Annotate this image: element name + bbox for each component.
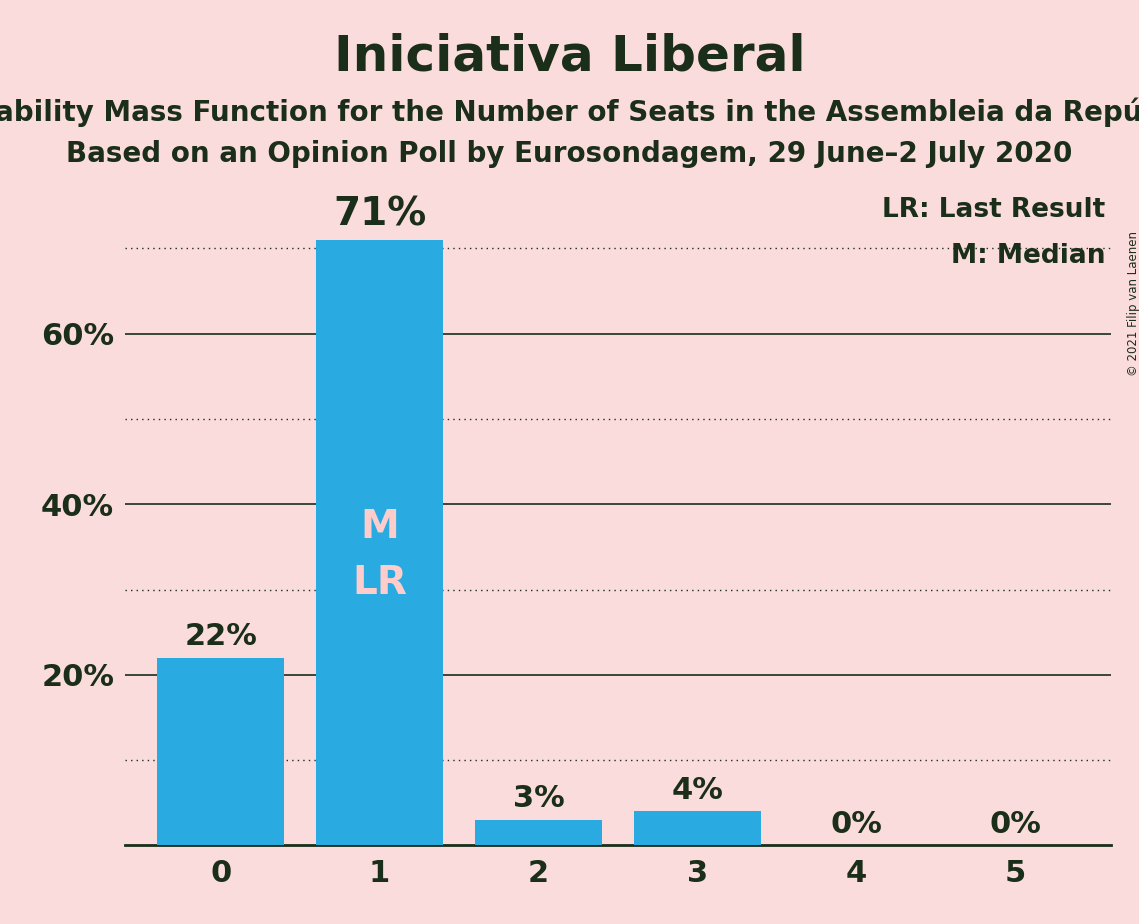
Text: Iniciativa Liberal: Iniciativa Liberal [334, 32, 805, 80]
Text: M: Median: M: Median [951, 243, 1106, 270]
Text: Based on an Opinion Poll by Eurosondagem, 29 June–2 July 2020: Based on an Opinion Poll by Eurosondagem… [66, 140, 1073, 168]
Text: 0%: 0% [830, 809, 883, 839]
Text: 3%: 3% [513, 784, 564, 813]
Text: 71%: 71% [333, 195, 426, 233]
Text: 22%: 22% [185, 622, 257, 651]
Bar [157, 658, 285, 845]
Text: 0%: 0% [990, 809, 1041, 839]
Bar [475, 820, 603, 845]
Text: LR: LR [352, 564, 407, 602]
Bar [316, 240, 443, 845]
Bar [633, 811, 761, 845]
Text: © 2021 Filip van Laenen: © 2021 Filip van Laenen [1126, 231, 1139, 376]
Text: LR: Last Result: LR: Last Result [883, 197, 1106, 223]
Text: 4%: 4% [671, 775, 723, 805]
Text: M: M [360, 508, 399, 546]
Text: Probability Mass Function for the Number of Seats in the Assembleia da República: Probability Mass Function for the Number… [0, 97, 1139, 127]
